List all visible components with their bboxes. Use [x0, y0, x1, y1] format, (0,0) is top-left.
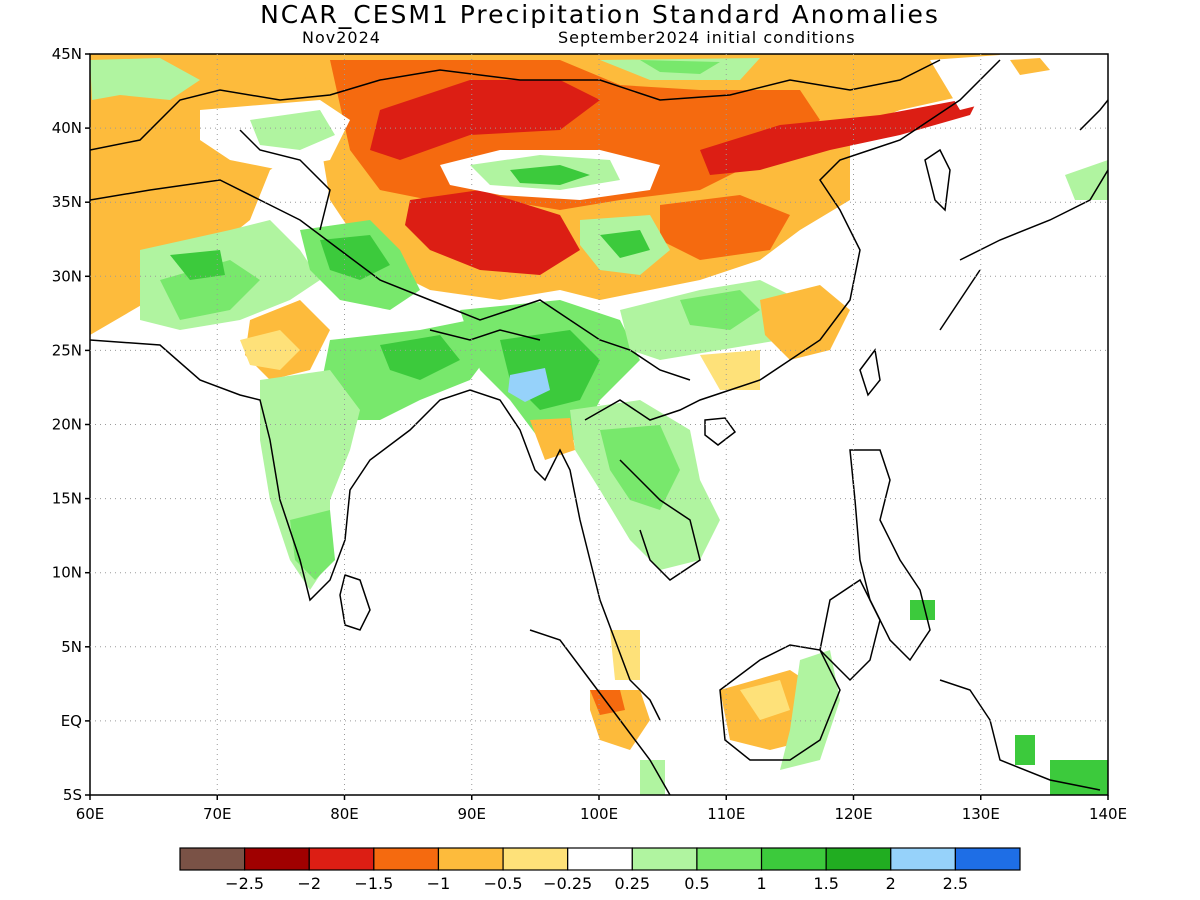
lat-tick-label: 35N [52, 193, 82, 211]
lat-tick-label: 25N [52, 341, 82, 359]
colorbar-swatch [954, 847, 1021, 871]
colorbar-label: −0.25 [543, 874, 592, 893]
lat-tick-label: 15N [52, 490, 82, 508]
colorbar-label: −2 [297, 874, 321, 893]
colorbar-swatch [567, 847, 633, 871]
lat-tick-label: 5N [61, 638, 82, 656]
lat-tick-label: 5S [63, 786, 82, 804]
colorbar-swatch [373, 847, 440, 871]
colorbar-swatch [308, 847, 375, 871]
colorbar-label: −1 [427, 874, 451, 893]
coastlines-and-borders [90, 59, 1108, 795]
colorbar-swatch [244, 847, 310, 871]
colorbar-label: −0.5 [484, 874, 523, 893]
lon-tick-label: 100E [580, 805, 618, 823]
lon-tick-label: 110E [707, 805, 745, 823]
colorbar-swatch [502, 847, 569, 871]
lon-tick-label: 60E [76, 805, 105, 823]
colorbar-label: −2.5 [225, 874, 264, 893]
map-title: NCAR_CESM1 Precipitation Standard Anomal… [260, 0, 940, 29]
map-axes: 60E 70E 80E 90E 100E 110E 120E 130E 140E 5S EQ 5N 10… [52, 45, 1127, 823]
lon-tick-label: 70E [203, 805, 232, 823]
colorbar-label: 1.5 [813, 874, 838, 893]
colorbar-label: 2.5 [943, 874, 968, 893]
lat-tick-label: 40N [52, 119, 82, 137]
lat-tick-label: 10N [52, 564, 82, 582]
colorbar-swatch [437, 847, 504, 871]
colorbar-label: 0.5 [684, 874, 709, 893]
colorbar-label: −1.5 [354, 874, 393, 893]
colorbar-swatch [696, 847, 763, 871]
lon-tick-label: 90E [457, 805, 486, 823]
lon-tick-label: 120E [834, 805, 872, 823]
colorbar-swatch [825, 847, 892, 871]
anomaly-field [90, 54, 1108, 795]
initial-conditions-label: September2024 initial conditions [558, 28, 856, 47]
colorbar-swatch [631, 847, 698, 871]
colorbar: −2.5 −2 −1.5 −1 −0.5 −0.25 0.25 0.5 1 1.5 2 2.5 [179, 847, 1021, 893]
colorbar-label: 2 [886, 874, 896, 893]
colorbar-label: 0.25 [614, 874, 650, 893]
graticule [90, 54, 1108, 795]
lat-tick-label: 20N [52, 416, 82, 434]
lat-tick-label: 45N [52, 45, 82, 63]
lat-tick-label: 30N [52, 267, 82, 285]
colorbar-swatch [760, 847, 827, 871]
colorbar-label: 1 [756, 874, 766, 893]
lat-tick-label: EQ [61, 712, 82, 730]
colorbar-swatch [890, 847, 956, 871]
lon-tick-label: 80E [330, 805, 359, 823]
colorbar-swatch [179, 847, 246, 871]
lon-tick-label: 130E [962, 805, 1000, 823]
lon-tick-label: 140E [1089, 805, 1127, 823]
forecast-month: Nov2024 [302, 28, 381, 47]
